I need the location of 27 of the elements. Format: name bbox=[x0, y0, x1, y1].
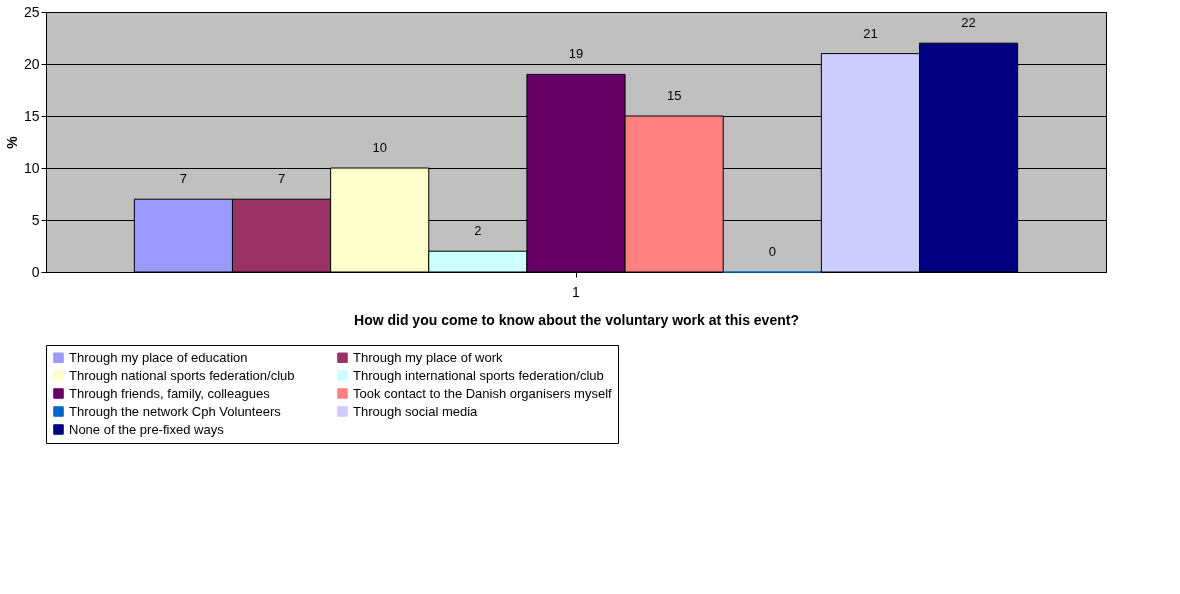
data-label: 0 bbox=[768, 244, 776, 259]
legend-label: Through my place of work bbox=[353, 349, 504, 365]
y-tick-label: 5 bbox=[31, 211, 40, 228]
legend-label: Through my place of education bbox=[69, 349, 248, 365]
data-label: 22 bbox=[961, 15, 976, 31]
legend-label: Through the network Cph Volunteers bbox=[69, 403, 282, 419]
data-label: 21 bbox=[863, 25, 878, 41]
y-tick-label: 25 bbox=[23, 3, 40, 20]
data-label: 7 bbox=[277, 171, 286, 187]
legend-label: Through social media bbox=[353, 403, 479, 419]
y-tick-label: 0 bbox=[31, 263, 40, 280]
data-label: 10 bbox=[372, 140, 387, 155]
legend-label: Took contact to the Danish organisers myself bbox=[353, 385, 613, 401]
legend-label: None of the pre-fixed ways bbox=[69, 421, 225, 437]
y-tick-label: 10 bbox=[23, 159, 40, 176]
y-tick-label: 15 bbox=[23, 107, 40, 124]
y-axis-title: % bbox=[3, 135, 20, 149]
legend-label: Through national sports federation/club bbox=[69, 367, 295, 383]
data-label: 7 bbox=[179, 171, 188, 187]
data-label: 19 bbox=[568, 46, 584, 62]
legend-label: Through international sports federation/club bbox=[353, 367, 604, 383]
data-label: 2 bbox=[474, 223, 482, 239]
x-tick-label: 1 bbox=[572, 283, 581, 300]
x-axis-title: How did you come to know about the voluntary work at this event? bbox=[354, 311, 799, 328]
y-tick-label: 20 bbox=[23, 55, 40, 72]
legend-label: Through friends, family, colleagues bbox=[69, 385, 271, 401]
data-label: 15 bbox=[666, 88, 682, 103]
